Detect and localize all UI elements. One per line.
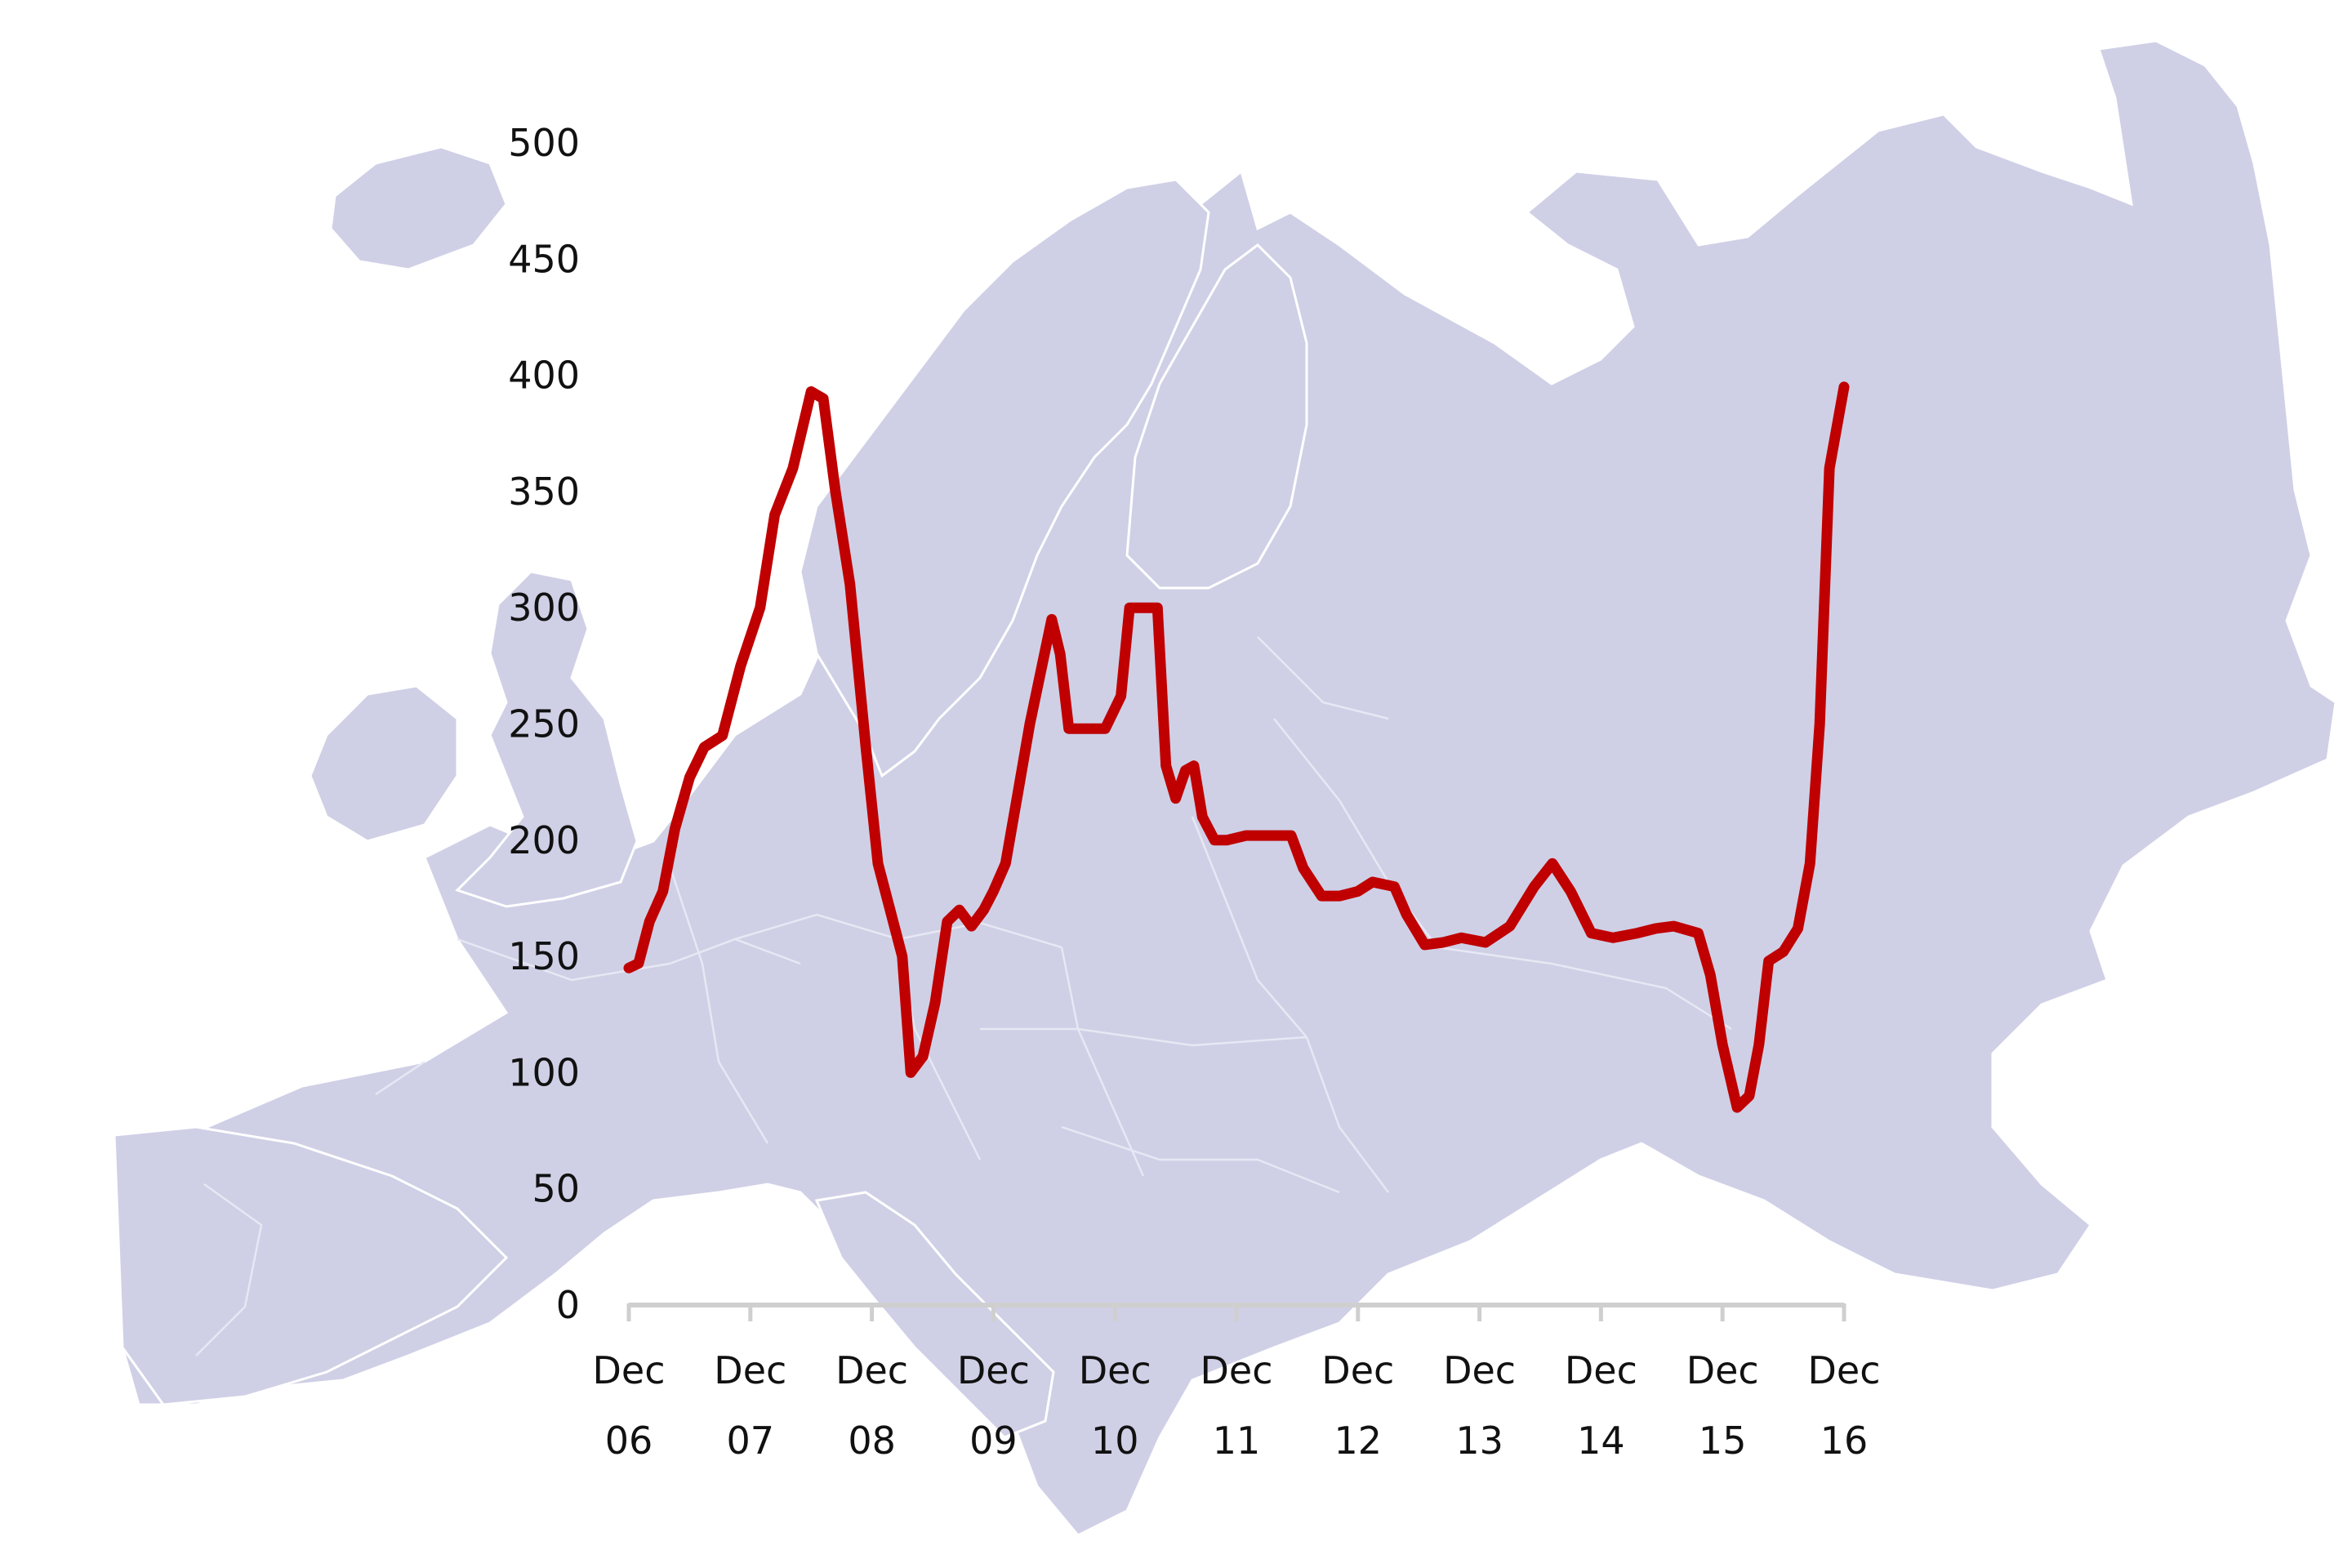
x-tick-label: Dec 12 — [1321, 1348, 1394, 1463]
map-iceland — [329, 145, 508, 271]
x-tick-label: Dec 16 — [1807, 1348, 1880, 1463]
map-ireland — [309, 684, 459, 843]
y-tick-label: 200 — [508, 818, 580, 862]
map-borders — [195, 636, 1732, 1356]
y-tick-label: 300 — [508, 586, 580, 630]
x-tick-label: Dec 13 — [1443, 1348, 1516, 1463]
y-tick-label: 350 — [508, 470, 580, 514]
x-tick-label: Dec 07 — [714, 1348, 786, 1463]
x-axis: Dec 06 Dec 07 Dec 08 Dec 09 Dec 10 Dec 11 Dec 12 Dec 13… — [592, 1303, 1881, 1463]
x-tick-label: Dec 10 — [1079, 1348, 1152, 1463]
y-tick-label: 0 — [556, 1283, 580, 1327]
y-tick-label: 50 — [532, 1167, 580, 1211]
europe-map-background — [113, 39, 2337, 1537]
x-tick-label: Dec 09 — [957, 1348, 1030, 1463]
y-axis: 0 50 100 150 200 250 300 350 400 450 500 — [508, 121, 580, 1327]
y-tick-label: 500 — [508, 121, 580, 165]
map-scandinavia — [799, 178, 1210, 778]
x-tick-label: Dec 08 — [835, 1348, 908, 1463]
y-tick-label: 250 — [508, 702, 580, 746]
map-great-britain — [455, 570, 639, 908]
y-tick-label: 450 — [508, 237, 580, 281]
y-tick-label: 100 — [508, 1050, 580, 1094]
x-tick-label: Dec 14 — [1565, 1348, 1637, 1463]
map-italy — [814, 1191, 1055, 1439]
map-finland — [1125, 243, 1308, 590]
x-tick-label: Dec 06 — [592, 1348, 665, 1463]
series-layer — [623, 381, 1850, 1113]
x-tick-label: Dec 15 — [1686, 1348, 1759, 1463]
y-tick-label: 150 — [508, 934, 580, 978]
y-tick-label: 400 — [508, 354, 580, 398]
map-iberia — [113, 1125, 509, 1406]
series-line-1 — [623, 381, 1850, 1113]
x-tick-label: Dec 11 — [1200, 1348, 1272, 1463]
